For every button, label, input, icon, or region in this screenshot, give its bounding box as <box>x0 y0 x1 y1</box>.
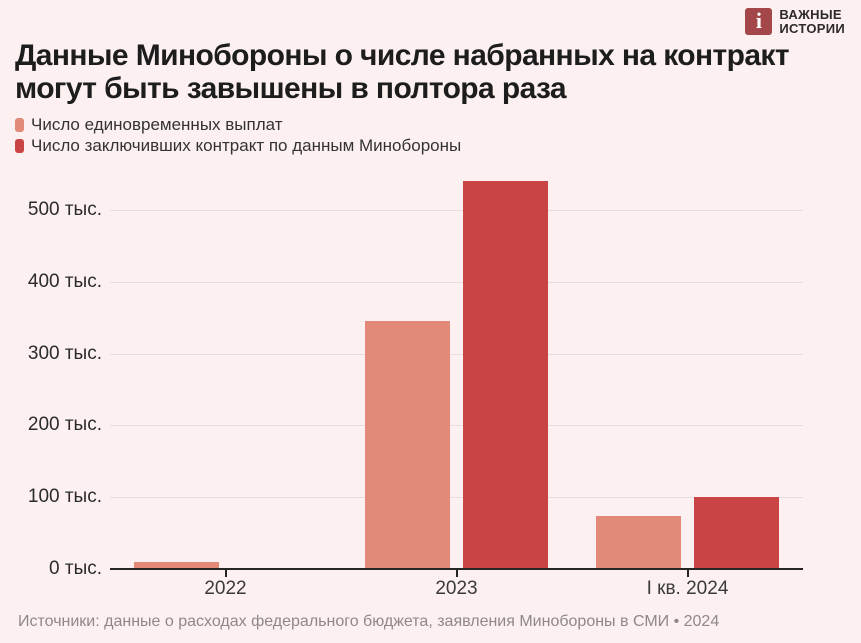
brand-name: ВАЖНЫЕ ИСТОРИИ <box>779 8 845 36</box>
gridline-300 <box>110 353 803 355</box>
x-axis-label-2023: 2023 <box>435 578 478 599</box>
y-axis-label-0: 0 тыс. <box>49 558 102 579</box>
gridline-400 <box>110 281 803 283</box>
legend-item-mod-claims: Число заключивших контракт по данным Мин… <box>15 135 461 156</box>
brand-logo: i ВАЖНЫЕ ИСТОРИИ <box>745 8 845 36</box>
y-axis-label-100: 100 тыс. <box>27 486 102 508</box>
legend-marker-mod-claims <box>15 138 24 153</box>
x-axis-label-I-кв.-2024: I кв. 2024 <box>646 578 729 599</box>
bar-2023-series0 <box>365 321 450 569</box>
chart-title-line1: Данные Минобороны о числе набранных на к… <box>15 39 790 72</box>
x-axis-label-2022: 2022 <box>204 578 247 599</box>
legend-label-mod-claims: Число заключивших контракт по данным Мин… <box>31 135 462 155</box>
legend-item-payments: Число единовременных выплат <box>15 114 461 135</box>
y-axis-label-400: 400 тыс. <box>27 270 102 292</box>
y-axis-label-500: 500 тыс. <box>27 199 102 220</box>
x-axis-tick-2023 <box>455 570 458 577</box>
legend-label-payments: Число единовременных выплат <box>31 114 283 134</box>
gridline-200 <box>110 425 803 427</box>
y-axis-label-300: 300 тыс. <box>27 342 102 364</box>
bar-2022-series0 <box>134 562 219 569</box>
legend: Число единовременных выплат Число заключ… <box>15 114 461 156</box>
brand-name-line1: ВАЖНЫЕ <box>779 7 842 22</box>
bar-2023-series1 <box>463 181 548 569</box>
legend-marker-payments <box>15 117 24 132</box>
source-note: Источники: данные о расходах федеральног… <box>18 613 720 630</box>
bar-I-кв.-2024-series0 <box>596 516 681 569</box>
x-axis-tick-I-кв.-2024 <box>686 570 689 577</box>
istories-icon: i <box>745 8 773 35</box>
gridline-100 <box>110 497 803 499</box>
chart-title: Данные Минобороны о числе набранных на к… <box>15 39 815 105</box>
bar-I-кв.-2024-series1 <box>694 497 779 569</box>
chart-title-line2: могут быть завышены в полтора раза <box>15 72 567 105</box>
y-axis-label-200: 200 тыс. <box>27 414 102 436</box>
x-axis-line <box>110 568 803 570</box>
gridline-500 <box>110 210 803 211</box>
brand-name-line2: ИСТОРИИ <box>779 21 845 36</box>
x-axis-tick-2022 <box>224 570 227 577</box>
